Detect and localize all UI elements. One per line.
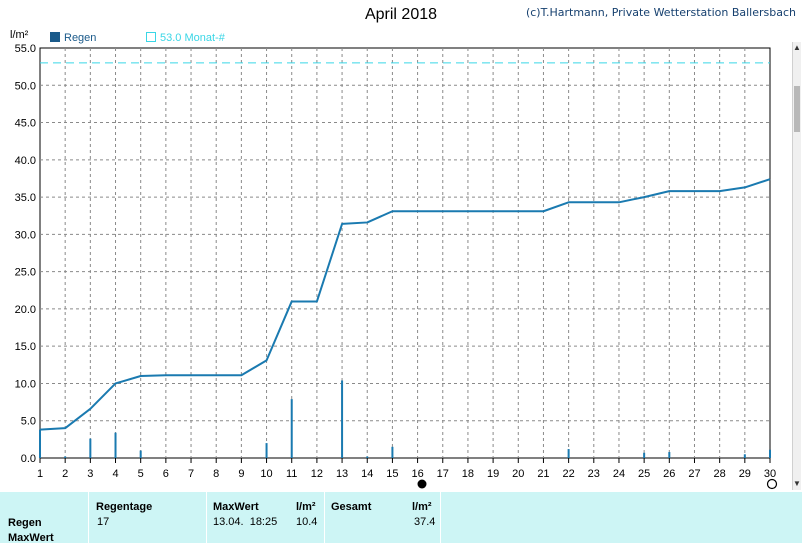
x-tick-label: 8 [213,468,219,480]
y-tick-label: 15.0 [15,341,36,353]
y-tick-label: 45.0 [15,118,36,130]
x-tick-label: 4 [112,468,118,480]
legend-regen-label: Regen [64,32,96,44]
x-tick-label: 29 [739,468,751,480]
rain-chart: 0.0 5.0 10.0 15.0 20.0 25.0 30.0 35.0 40.0 45.0 50… [10,29,778,490]
x-tick-label: 15 [386,468,398,480]
header-regentage: Regentage [96,501,153,513]
total-value: 37.4 [414,516,436,528]
cumulative-rain-line [39,178,771,431]
header-unit-total: l/m² [412,501,432,513]
header-gesamt: Gesamt [331,501,372,513]
header-maxwert: MaxWert [213,501,259,513]
daily-rain-bar [64,456,67,458]
x-tick-label: 21 [537,468,549,480]
daily-rain-bar [341,380,344,458]
x-tick-label: 10 [260,468,272,480]
x-tick-label: 13 [336,468,348,480]
x-tick-label: 14 [361,468,373,480]
x-tick-label: 12 [311,468,323,480]
daily-rain-bar [89,438,92,458]
legend-reference-label: 53.0 Monat-# [160,32,226,44]
scroll-up-icon[interactable]: ▲ [793,43,801,52]
x-tick-label: 23 [588,468,600,480]
vertical-scrollbar[interactable]: ▲ ▼ [792,42,801,490]
x-tick-label: 18 [462,468,474,480]
axes [39,458,771,463]
month-end-marker-icon [766,478,778,490]
daily-rain-bar [391,446,394,458]
summary-table: Regentage MaxWert l/m² Gesamt l/m² Regen… [0,492,802,544]
x-tick-label: 22 [562,468,574,480]
y-tick-label: 0.0 [21,453,36,465]
daily-rain-bar [366,456,369,458]
daily-rain-bar [139,450,142,458]
copyright-text: (c)T.Hartmann, Private Wetterstation Bal… [525,6,796,19]
x-tick-label: 28 [714,468,726,480]
legend-reference-swatch [146,32,156,42]
max-value: 10.4 [296,516,318,528]
daily-rain-bar [769,449,771,458]
x-tick-label: 16 [411,468,423,480]
daily-rain-bars [39,380,771,458]
y-axis-label: l/m² [10,29,29,41]
scroll-thumb[interactable] [794,86,800,132]
daily-rain-bar [643,452,646,458]
x-tick-label: 25 [638,468,650,480]
scroll-down-icon[interactable]: ▼ [793,479,801,488]
legend-regen-swatch [50,32,60,42]
x-tick-label: 9 [238,468,244,480]
y-tick-labels: 0.0 5.0 10.0 15.0 20.0 25.0 30.0 35.0 40.0 45.0 50… [15,43,36,465]
chart-title: April 2018 [364,6,438,23]
x-tick-label: 11 [286,468,297,480]
x-tick-label: 30 [764,468,776,480]
x-tick-label: 24 [613,468,625,480]
daily-rain-bar [668,452,671,458]
regentage-value: 17 [97,516,110,528]
daily-rain-bar [39,429,41,458]
x-tick-label: 1 [37,468,43,480]
daily-rain-bar [743,454,746,458]
y-tick-label: 30.0 [15,229,36,241]
y-tick-label: 20.0 [15,304,36,316]
header-unit-max: l/m² [296,501,316,513]
x-tick-label: 27 [688,468,700,480]
daily-rain-bar [290,399,293,458]
grid [39,47,771,459]
y-tick-label: 10.0 [15,378,36,390]
x-tick-label: 2 [62,468,68,480]
x-tick-label: 3 [87,468,93,480]
daily-rain-bar [567,449,570,458]
x-tick-label: 5 [138,468,144,480]
x-tick-label: 7 [188,468,194,480]
daily-rain-bar [114,432,117,458]
daily-rain-bar [265,443,268,458]
y-tick-label: 40.0 [15,155,36,167]
x-tick-label: 6 [163,468,169,480]
y-tick-label: 55.0 [15,43,36,55]
x-tick-label: 17 [437,468,449,480]
today-marker-icon [417,479,427,489]
row-label-regen: Regen [8,517,42,529]
max-datetime-value: 13.04. 18:25 [213,516,278,528]
y-tick-label: 50.0 [15,80,36,92]
y-tick-label: 35.0 [15,192,36,204]
x-tick-label: 26 [663,468,675,480]
y-tick-label: 25.0 [15,267,36,279]
row-label-maxwert: MaxWert [8,532,54,544]
y-tick-label: 5.0 [21,416,36,428]
x-tick-label: 20 [512,468,524,480]
x-tick-labels: 1 2 3 4 5 6 7 8 9 10 11 12 13 14 15 16 17 18 19 20 21 22 23 24 2… [37,468,776,480]
x-tick-label: 19 [487,468,499,480]
